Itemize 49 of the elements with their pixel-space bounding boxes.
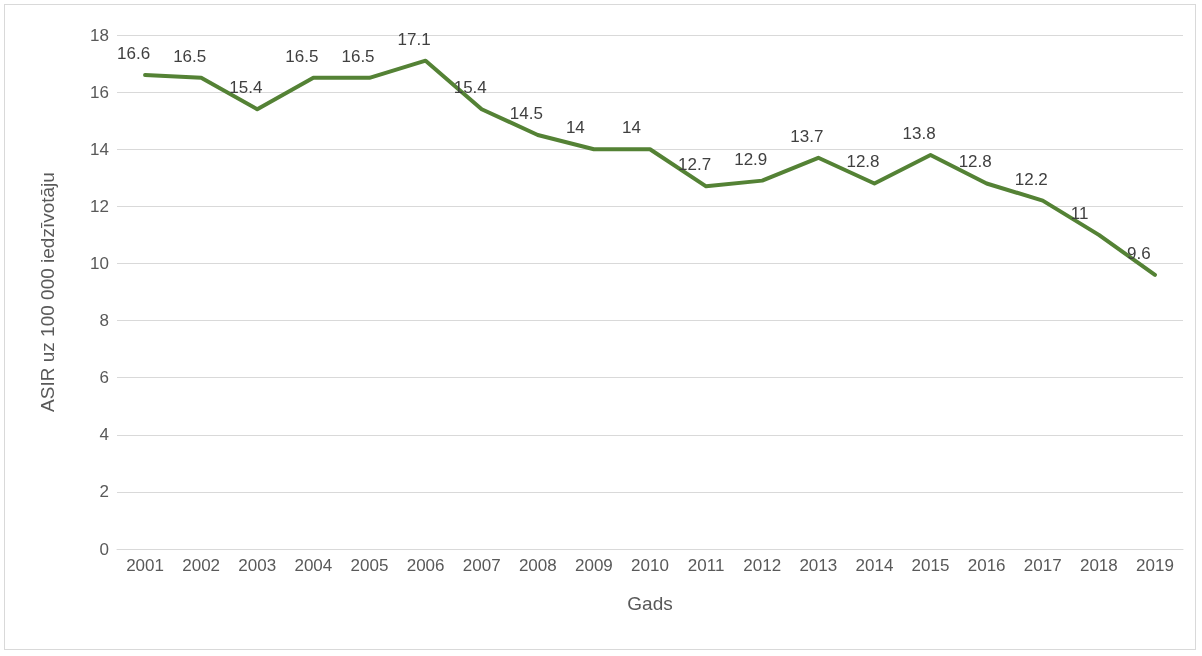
x-tick-label: 2008 — [518, 556, 557, 575]
x-tick-label: 2017 — [1023, 556, 1062, 575]
data-label: 12.7 — [678, 155, 712, 175]
data-label: 14 — [622, 118, 641, 138]
data-label: 17.1 — [397, 29, 431, 49]
data-label: 9.6 — [1126, 243, 1151, 263]
x-tick-label: 2016 — [967, 556, 1006, 575]
y-tick-label: 10 — [90, 253, 109, 273]
data-label: 16.6 — [117, 43, 151, 63]
data-label: 16.5 — [285, 46, 319, 66]
x-tick-label: 2001 — [126, 556, 164, 575]
y-tick-label: 4 — [99, 425, 109, 445]
y-axis-title: ASIR uz 100 000 iedzīvotāju — [37, 172, 58, 412]
x-tick-label: 2010 — [631, 556, 669, 575]
x-tick-label: 2002 — [182, 556, 221, 575]
y-tick-label: 12 — [90, 196, 109, 216]
x-tick-label: 2006 — [406, 556, 445, 575]
y-tick-label: 6 — [99, 368, 109, 388]
y-tick-label: 16 — [90, 82, 109, 102]
x-tick-label: 2012 — [743, 556, 782, 575]
data-label: 11 — [1070, 203, 1089, 223]
data-label: 12.8 — [846, 152, 880, 172]
y-tick-label: 18 — [90, 25, 109, 45]
x-axis-title: Gads — [627, 593, 673, 614]
data-label: 12.2 — [1014, 169, 1048, 189]
x-tick-label: 2005 — [350, 556, 389, 575]
x-tick-label: 2013 — [799, 556, 838, 575]
x-tick-label: 2019 — [1136, 556, 1174, 575]
x-tick-label: 2004 — [294, 556, 333, 575]
x-tick-label: 2011 — [687, 556, 725, 575]
x-tick-label: 2003 — [238, 556, 277, 575]
data-label: 12.8 — [958, 152, 992, 172]
x-tick-label: 2015 — [911, 556, 950, 575]
y-tick-label: 2 — [99, 482, 109, 502]
y-tick-label: 0 — [99, 539, 109, 559]
data-label: 15.4 — [229, 78, 263, 98]
x-tick-label: 2014 — [855, 556, 894, 575]
data-label: 12.9 — [734, 149, 768, 169]
data-label: 13.7 — [790, 126, 824, 146]
data-label: 16.5 — [173, 46, 207, 66]
y-tick-label: 8 — [99, 311, 109, 331]
data-label: 14 — [565, 118, 585, 138]
x-tick-label: 2009 — [574, 556, 613, 575]
y-tick-label: 14 — [90, 139, 109, 159]
data-label: 16.5 — [341, 46, 375, 66]
data-label: 14.5 — [509, 103, 543, 123]
x-tick-label: 2018 — [1079, 556, 1118, 575]
x-tick-label: 2007 — [462, 556, 501, 575]
data-label: 13.8 — [902, 123, 936, 143]
